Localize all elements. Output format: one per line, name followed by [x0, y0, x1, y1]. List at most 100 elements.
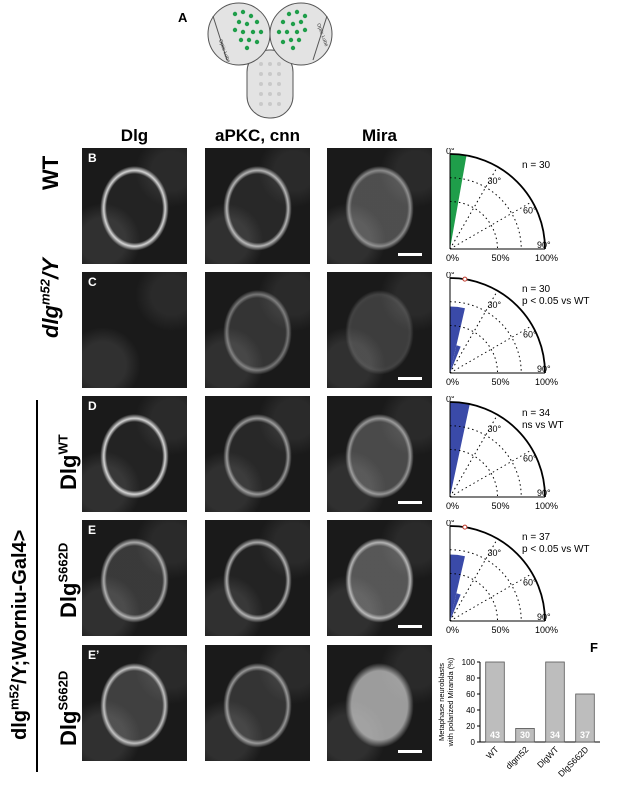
polar-angle-label-90: 90°	[537, 240, 551, 250]
polar-stat-text: ns vs WT	[522, 420, 564, 431]
micrograph-row3-dlg: E	[82, 520, 187, 636]
micrograph-row4-mira	[327, 645, 432, 761]
scale-bar	[398, 253, 422, 256]
row-label-wt-text: WT	[38, 155, 63, 190]
polar-angle-label-0: 0°	[446, 148, 455, 156]
polar-angle-label-0: 0°	[446, 520, 455, 528]
y-axis-label-line1: Metaphase neuroblasts	[437, 663, 446, 741]
polar-outer-arc	[449, 401, 546, 498]
polar-radius-label-100: 100%	[535, 253, 558, 263]
polar-marker	[462, 524, 468, 530]
y-tick-label: 100	[462, 658, 476, 667]
polar-stat-text: p < 0.05 vs WT	[522, 296, 590, 307]
polar-angle-label-90: 90°	[537, 488, 551, 498]
micrograph-row3-mira	[327, 520, 432, 636]
y-axis-label-line2: with polarized Miranda (%)	[446, 657, 455, 747]
panel-f-bar-chart: F Metaphase neuroblasts with polarized Mir…	[437, 640, 600, 779]
polar-plot-row0: 0° 30° 60° 90° 0% 50% 100% n = 30	[446, 148, 558, 263]
polar-angle-label-30: 30°	[487, 300, 501, 310]
y-tick-label: 0	[471, 738, 476, 747]
polar-plot-row1: 0° 30° 60° 90° 0% 50% 100% n = 30p < 0.05 vs WT	[446, 272, 590, 387]
polar-outer-arc	[449, 277, 546, 374]
polar-outer-arc	[449, 525, 546, 622]
polar-angle-label-30: 30°	[487, 176, 501, 186]
micrograph-row2-mira	[327, 396, 432, 512]
polar-grid-ring	[449, 573, 498, 622]
polar-angle-label-90: 90°	[537, 612, 551, 622]
polar-radius-label-0: 0%	[446, 501, 459, 511]
polar-wedge-1	[450, 593, 461, 621]
micrograph-row1-apkc-cnn	[205, 272, 310, 388]
panel-f-letter: F	[590, 640, 598, 655]
brain-schematic: Optic Lobe Optic Lobe	[207, 2, 333, 119]
left-brain-lobe	[207, 2, 271, 66]
micrograph-row1-dlg: C	[82, 272, 187, 388]
column-header-dlg: Dlg	[120, 126, 149, 145]
polar-radius-label-50: 50%	[492, 253, 510, 263]
polar-radius-label-100: 100%	[535, 625, 558, 635]
polar-angle-label-60: 60°	[523, 578, 537, 588]
polar-radius-label-50: 50%	[492, 501, 510, 511]
polar-wedge-0	[450, 306, 465, 373]
polar-plot-row3: 0° 30° 60° 90° 0% 50% 100% n = 37p < 0.05 vs WT	[446, 520, 590, 635]
bar-count-label-2: 34	[550, 730, 560, 740]
polar-angle-label-60: 60°	[523, 330, 537, 340]
y-tick-label: 20	[466, 722, 475, 731]
side-bracket-line	[36, 400, 38, 772]
polar-n-count: n = 37	[522, 532, 551, 543]
panel-letter-row3: E	[88, 523, 97, 537]
scale-bar	[398, 625, 422, 628]
category-label-2: DlgWT	[535, 744, 560, 769]
polar-radius-label-0: 0%	[446, 253, 459, 263]
polar-grid-ring	[449, 549, 522, 622]
polar-wedge-0	[450, 154, 467, 249]
micrograph-row0-dlg: B	[82, 148, 187, 264]
row-label-dlgs662d-prime: DlgS662D	[56, 671, 82, 746]
scale-bar	[398, 377, 422, 380]
polar-angle-label-60: 60°	[523, 206, 537, 216]
panel-letter-row2: D	[88, 399, 97, 413]
row-label-wt: WT	[38, 156, 64, 190]
polar-wedge-0	[450, 554, 465, 621]
polar-n-count: n = 30	[522, 284, 551, 295]
polar-grid-ring	[449, 201, 498, 250]
right-brain-lobe	[269, 2, 333, 66]
y-tick-label: 80	[466, 674, 475, 683]
scale-bar	[398, 750, 422, 753]
polar-grid-ring	[449, 449, 498, 498]
polar-angle-label-60: 60°	[523, 454, 537, 464]
polar-grid-ring	[449, 325, 498, 374]
column-header-apkc-cnn: aPKC, cnn	[214, 126, 301, 145]
bar-count-label-3: 37	[580, 730, 590, 740]
micrograph-row4-dlg: E’	[82, 645, 187, 761]
polar-stat-text: p < 0.05 vs WT	[522, 544, 590, 555]
polar-marker	[462, 276, 468, 282]
row-label-dlgs662d-prime-text: DlgS662D	[56, 670, 82, 746]
polar-grid-ring	[449, 177, 522, 250]
row-label-dlgm52: dlgm52/Y	[38, 258, 64, 338]
y-tick-label: 40	[466, 706, 475, 715]
polar-n-count: n = 34	[522, 408, 551, 419]
polar-radius-label-50: 50%	[492, 625, 510, 635]
micrograph-row4-apkc-cnn	[205, 645, 310, 761]
bar-1	[515, 728, 535, 743]
bar-2	[545, 661, 565, 743]
panel-a-letter: A	[178, 10, 188, 25]
micrograph-row0-apkc-cnn	[205, 148, 310, 264]
row-label-dlgs662d-text: DlgS662D	[56, 542, 82, 618]
bar-count-label-1: 30	[520, 730, 530, 740]
side-genotype-label-text: dlgm52/Y;Worniu-Gal4>	[6, 529, 31, 740]
bar-count-label-0: 43	[490, 730, 500, 740]
scale-bar	[398, 501, 422, 504]
polar-radius-label-100: 100%	[535, 501, 558, 511]
micrograph-row3-apkc-cnn	[205, 520, 310, 636]
polar-n-count: n = 30	[522, 160, 551, 171]
polar-wedge-0	[450, 402, 470, 497]
y-tick-label: 60	[466, 690, 475, 699]
polar-radius-label-0: 0%	[446, 625, 459, 635]
row-label-dlgm52-text: dlgm52/Y	[38, 258, 64, 338]
polar-angle-label-0: 0°	[446, 272, 455, 280]
row-label-dlgwt: DlgWT	[56, 434, 82, 490]
row-label-dlgwt-text: DlgWT	[56, 434, 82, 490]
